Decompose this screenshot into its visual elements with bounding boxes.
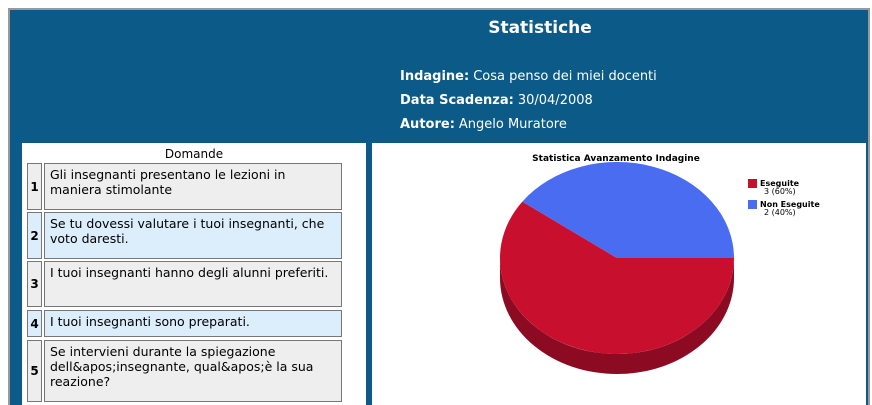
question-number: 5 [27, 340, 42, 402]
pie-slice [522, 162, 734, 258]
legend-swatch [748, 179, 757, 188]
pie-slice [500, 201, 734, 354]
info-line: Data Scadenza: 30/04/2008 [400, 93, 593, 108]
question-row: 5 Se intervieni durante la spiegazione de… [27, 340, 342, 402]
question-row: 1 Gli insegnanti presentano le lezioni in… [27, 163, 342, 210]
question-text: I tuoi insegnanti sono preparati. [44, 310, 342, 337]
question-number: 2 [27, 212, 42, 259]
info-label: Indagine: [400, 69, 470, 84]
page-title: Statistiche [488, 18, 592, 38]
question-text: Se tu dovessi valutare i tuoi insegnanti… [44, 212, 342, 259]
info-value: Cosa penso dei miei docenti [473, 69, 657, 84]
info-line: Autore: Angelo Muratore [400, 117, 567, 132]
info-line: Indagine: Cosa penso dei miei docenti [400, 69, 657, 84]
chart: Statistica Avanzamento Indagine Eseguite… [500, 154, 820, 374]
legend-label: Eseguite [760, 179, 800, 188]
legend-swatch [748, 200, 757, 209]
questions-title: Domande [164, 147, 224, 161]
question-text: Gli insegnanti presentano le lezioni in … [44, 163, 342, 210]
chart-panel: Statistica Avanzamento Indagine Eseguite… [372, 143, 866, 405]
legend-value: 2 (40%) [764, 208, 796, 217]
question-number: 4 [27, 310, 42, 337]
info-value: Angelo Muratore [458, 117, 567, 132]
question-row: 2 Se tu dovessi valutare i tuoi insegnant… [27, 212, 342, 259]
questions-panel: Domande 1 Gli insegnanti presentano le le… [22, 143, 366, 405]
legend-value: 3 (60%) [764, 187, 796, 196]
info-label: Autore: [400, 117, 455, 132]
question-number: 1 [27, 163, 42, 210]
chart-title: Statistica Avanzamento Indagine [532, 154, 700, 164]
question-text: I tuoi insegnanti hanno degli alunni pre… [44, 261, 342, 307]
question-number: 3 [27, 261, 42, 307]
info-value: 30/04/2008 [517, 93, 593, 108]
legend-label: Non Eseguite [760, 200, 820, 209]
question-text: Se intervieni durante la spiegazione del… [44, 340, 342, 402]
info-label: Data Scadenza: [400, 93, 514, 108]
pie-side [500, 258, 734, 374]
